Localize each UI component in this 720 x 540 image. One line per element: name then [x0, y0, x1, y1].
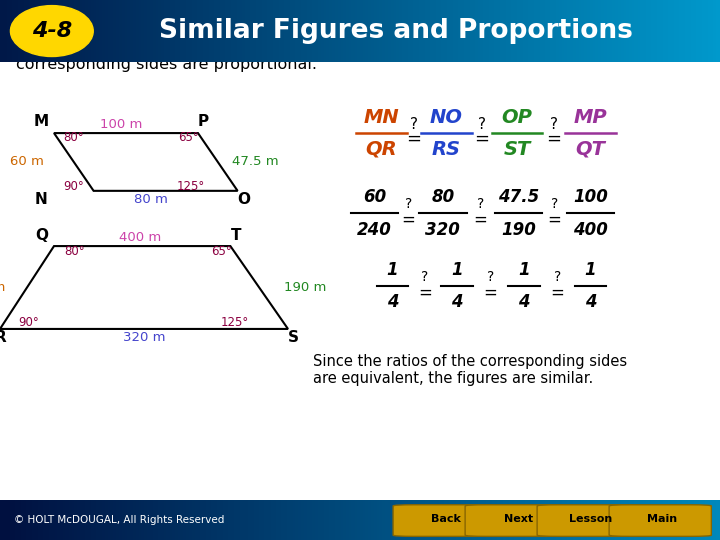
Text: ?: ? [551, 198, 558, 211]
Text: Similar Figures and Proportions: Similar Figures and Proportions [159, 18, 633, 44]
Text: P: P [197, 114, 209, 129]
Text: 320 m: 320 m [122, 331, 166, 344]
Text: 65°: 65° [179, 131, 199, 144]
Text: corresponding sides are proportional.: corresponding sides are proportional. [16, 57, 317, 72]
Text: 60: 60 [363, 188, 386, 206]
Text: =: = [407, 130, 421, 148]
Text: 100: 100 [573, 188, 608, 206]
Text: 400: 400 [573, 220, 608, 239]
Text: 47.5: 47.5 [498, 188, 539, 206]
Text: =: = [547, 211, 562, 228]
Text: OP: OP [502, 107, 532, 126]
Text: Lesson: Lesson [569, 514, 612, 524]
Text: ?: ? [487, 270, 495, 284]
Text: © HOLT McDOUGAL, All Rights Reserved: © HOLT McDOUGAL, All Rights Reserved [14, 515, 225, 525]
Text: =: = [402, 211, 415, 228]
Text: R: R [0, 330, 6, 345]
FancyBboxPatch shape [609, 505, 711, 536]
Text: ST: ST [503, 140, 531, 159]
Text: O: O [237, 192, 250, 207]
Text: MP: MP [574, 107, 607, 126]
Text: 1: 1 [451, 261, 463, 279]
Text: T: T [231, 227, 241, 242]
Text: M: M [33, 114, 49, 129]
Text: 60 m: 60 m [10, 155, 45, 168]
Text: =: = [484, 284, 498, 301]
Text: 4: 4 [451, 293, 463, 312]
Text: 320: 320 [426, 220, 460, 239]
Text: 240 m: 240 m [0, 281, 5, 294]
Text: Check It Out: Example 2 Continued: Check It Out: Example 2 Continued [189, 11, 531, 29]
Text: 190 m: 190 m [284, 281, 326, 294]
Text: Next: Next [504, 514, 533, 524]
Text: 1: 1 [518, 261, 530, 279]
FancyBboxPatch shape [393, 505, 495, 536]
Text: 190: 190 [501, 220, 536, 239]
Text: 400 m: 400 m [120, 231, 161, 244]
FancyBboxPatch shape [465, 505, 567, 536]
Text: 47.5 m: 47.5 m [233, 155, 279, 168]
Text: 125°: 125° [176, 180, 205, 193]
Text: ?: ? [554, 270, 561, 284]
Text: Back: Back [431, 514, 462, 524]
Text: N: N [35, 192, 48, 207]
Text: 80°: 80° [63, 131, 84, 144]
Text: 65°: 65° [212, 245, 232, 258]
Text: 4-8: 4-8 [32, 21, 72, 41]
Text: ?: ? [405, 198, 413, 211]
Text: Q: Q [35, 227, 48, 242]
Text: ?: ? [477, 117, 486, 132]
Ellipse shape [10, 5, 94, 57]
Text: S: S [288, 330, 300, 345]
Text: =: = [474, 130, 489, 148]
Text: 80: 80 [431, 188, 454, 206]
Text: Determine whether the ratios of the lengths of the: Determine whether the ratios of the leng… [16, 38, 423, 53]
Text: RS: RS [432, 140, 461, 159]
Text: 80°: 80° [64, 245, 84, 258]
Text: QT: QT [575, 140, 606, 159]
Text: 240: 240 [357, 220, 392, 239]
Text: 90°: 90° [19, 316, 39, 329]
Text: =: = [546, 130, 561, 148]
Text: 4: 4 [585, 293, 596, 312]
Text: 125°: 125° [220, 316, 249, 329]
Text: 100 m: 100 m [100, 118, 142, 131]
Text: Main: Main [647, 514, 678, 524]
Text: ?: ? [477, 198, 485, 211]
Text: =: = [418, 284, 432, 301]
Text: MN: MN [364, 107, 400, 126]
Text: ?: ? [421, 270, 428, 284]
Text: 90°: 90° [63, 180, 84, 193]
Text: 1: 1 [585, 261, 596, 279]
Text: 1: 1 [387, 261, 398, 279]
Text: NO: NO [430, 107, 463, 126]
Text: ?: ? [549, 117, 558, 132]
FancyBboxPatch shape [537, 505, 639, 536]
Text: =: = [474, 211, 487, 228]
Text: 4: 4 [518, 293, 530, 312]
Text: QR: QR [366, 140, 397, 159]
Text: =: = [550, 284, 564, 301]
Text: 4: 4 [387, 293, 398, 312]
Text: Since the ratios of the corresponding sides
are equivalent, the figures are simi: Since the ratios of the corresponding si… [313, 354, 627, 387]
Text: ?: ? [410, 117, 418, 132]
Text: 80 m: 80 m [134, 193, 168, 206]
